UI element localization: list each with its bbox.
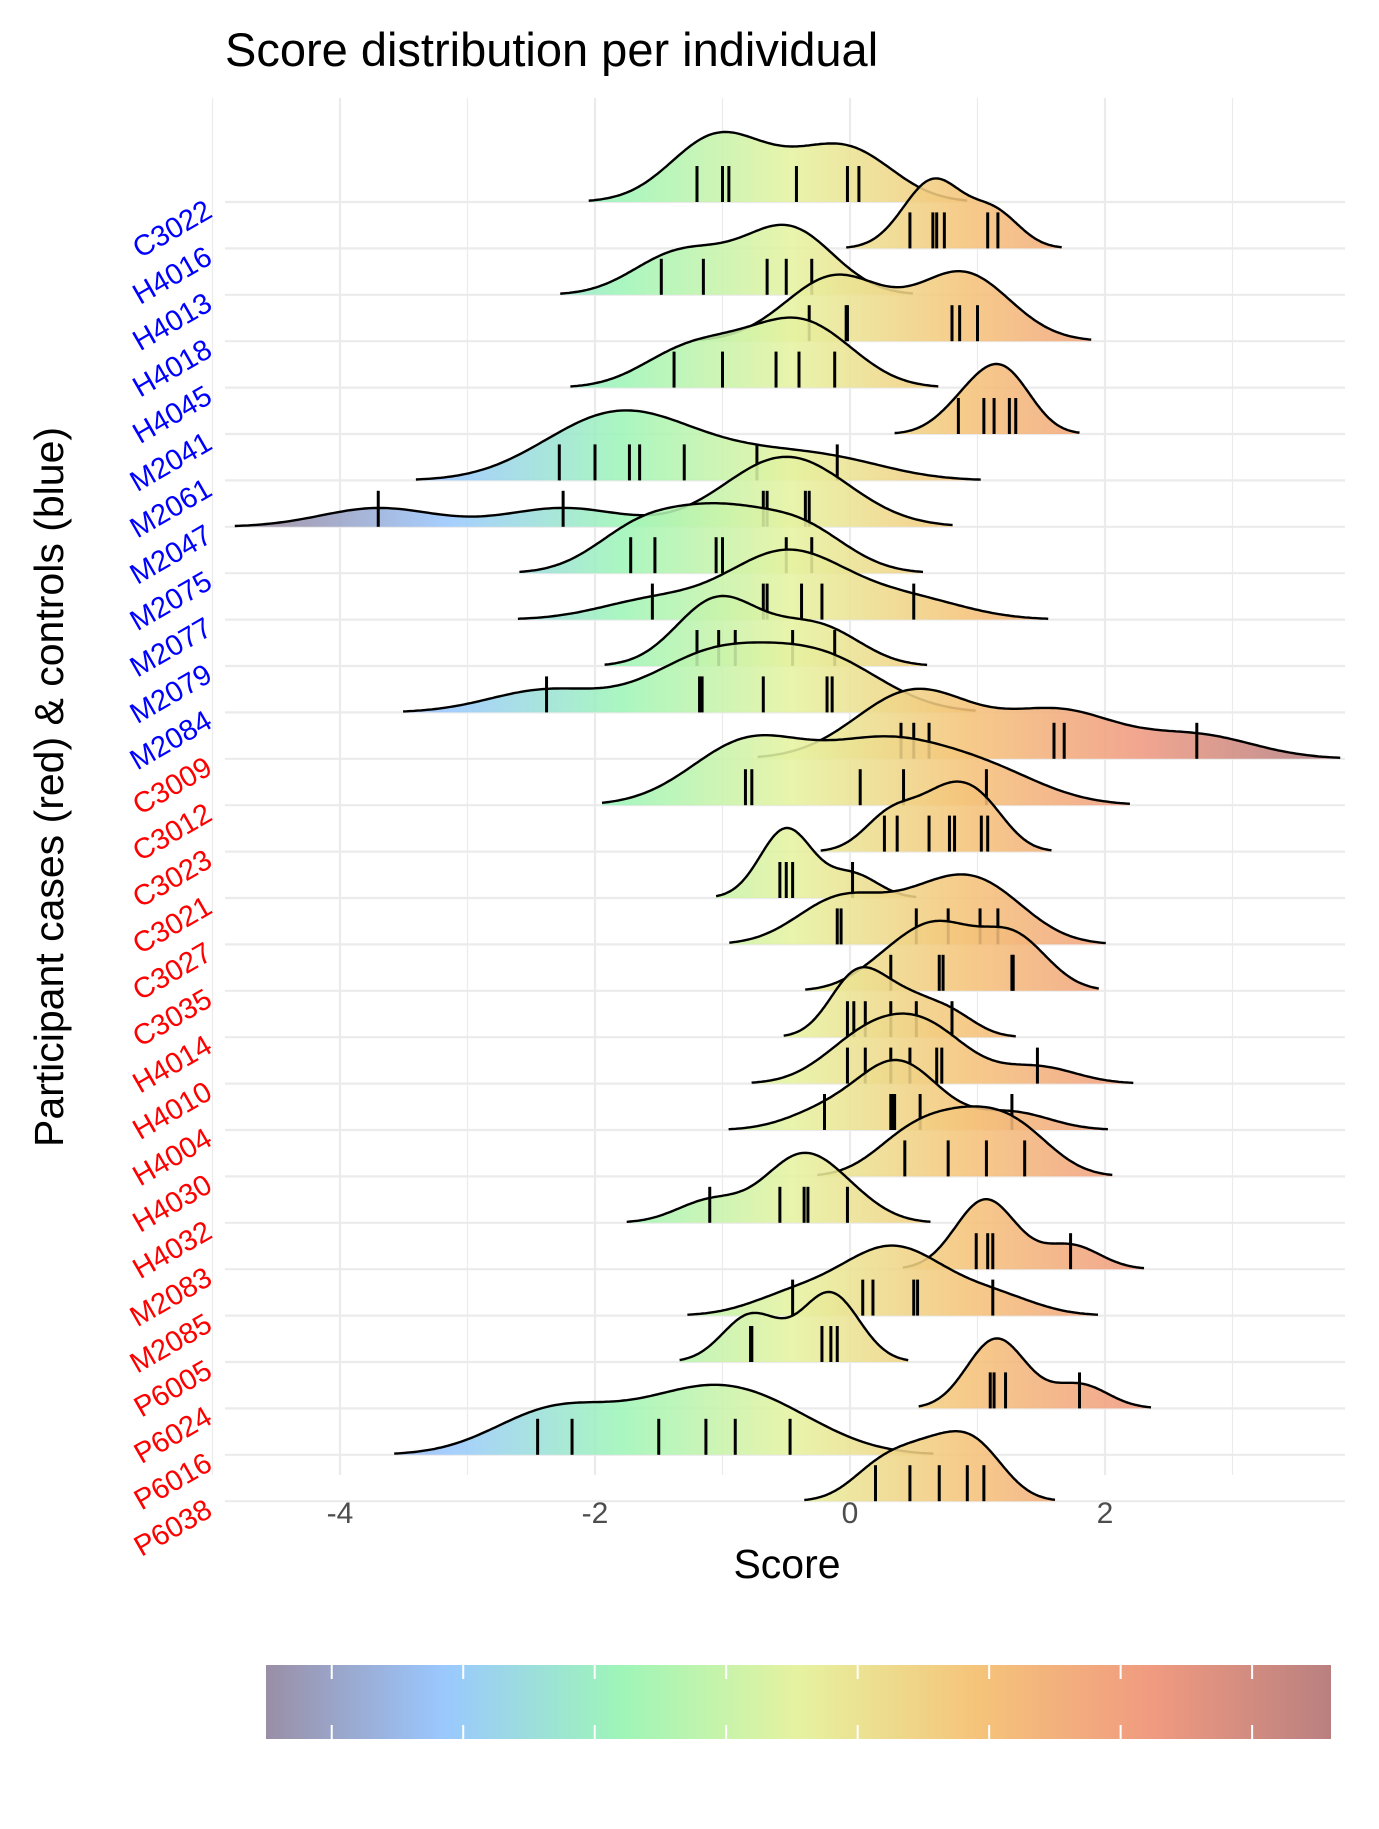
density-line [517, 548, 1049, 620]
density-line [817, 1105, 1113, 1177]
ridge-H4045 [570, 316, 939, 388]
ridge-H4030 [817, 1105, 1113, 1177]
x-tick-labels: -4 -2 0 2 [327, 1497, 1114, 1530]
ridge-M2061 [415, 409, 981, 481]
density-line [394, 1383, 934, 1455]
ridge-M2041 [894, 362, 1080, 435]
density-line [415, 409, 981, 481]
density-area [604, 596, 928, 666]
ridge-H4010 [751, 1012, 1134, 1085]
density-line [519, 502, 924, 574]
density-line [902, 1198, 1145, 1270]
ridge-P6024 [918, 1337, 1152, 1409]
x-tick-label: 0 [842, 1497, 859, 1530]
density-area [846, 178, 1062, 249]
density-area [570, 317, 939, 388]
density-line [846, 177, 1062, 249]
ridge-P6016 [394, 1383, 934, 1455]
density-area [517, 549, 1049, 620]
ridge-P6038 [804, 1430, 1056, 1502]
density-line [695, 270, 1092, 342]
density-line [715, 826, 917, 899]
density-area [687, 1245, 1098, 1316]
ridge-M2083 [902, 1198, 1145, 1270]
density-area [894, 364, 1080, 434]
density-area [804, 1431, 1056, 1502]
ridge-M2084 [403, 641, 976, 713]
density-line [560, 223, 914, 295]
ridge-H4004 [728, 1058, 1108, 1131]
density-line [820, 780, 1052, 852]
ridge-M2077 [517, 548, 1049, 620]
x-tick-label: 2 [1097, 1497, 1114, 1530]
chart-title: Score distribution per individual [225, 23, 878, 76]
density-line [757, 687, 1341, 759]
density-area [602, 735, 1130, 806]
density-line [729, 873, 1106, 945]
ridge-C3023 [820, 780, 1052, 852]
ridge-P6005 [679, 1290, 909, 1362]
density-line [728, 1058, 1108, 1131]
ridge-C3021 [715, 826, 917, 899]
density-line [679, 1290, 909, 1362]
ridge-C3022 [588, 130, 968, 202]
density-line [687, 1244, 1099, 1316]
density-line [804, 1430, 1056, 1502]
density-area [918, 1338, 1152, 1409]
density-area [716, 828, 917, 898]
density-line [626, 1151, 931, 1223]
density-line [601, 734, 1130, 805]
y-tick-labels: C3022H4016H4013H4018H4045M2041M2061M2047… [125, 194, 218, 1563]
x-tick-label: -4 [327, 1497, 354, 1530]
ridge-M2085 [687, 1244, 1099, 1316]
density-area [817, 1106, 1113, 1177]
density-area [820, 781, 1052, 852]
density-line [604, 594, 928, 667]
density-line [588, 130, 968, 202]
density-area [394, 1384, 934, 1455]
density-area [588, 132, 968, 202]
density-area [783, 967, 1016, 1038]
x-tick-label: -2 [582, 1497, 609, 1530]
density-line [751, 1012, 1134, 1085]
colorbar-ticks [330, 1665, 1254, 1739]
density-line [918, 1337, 1152, 1409]
density-line [783, 966, 1016, 1038]
density-line [403, 641, 976, 713]
x-axis-title: Score [733, 1541, 840, 1587]
density-line [234, 455, 953, 528]
density-area [415, 410, 981, 481]
ridge-H4032 [626, 1151, 931, 1223]
density-line [894, 362, 1080, 435]
ridge-H4016 [846, 177, 1062, 249]
ridge-C3012 [601, 734, 1130, 806]
density-line [570, 316, 939, 388]
ridge-layer [234, 130, 1341, 1502]
colorbar-gradient [266, 1665, 1331, 1739]
y-axis-title: Participant cases (red) & controls (blue… [26, 427, 72, 1147]
colorbar [266, 1665, 1331, 1739]
